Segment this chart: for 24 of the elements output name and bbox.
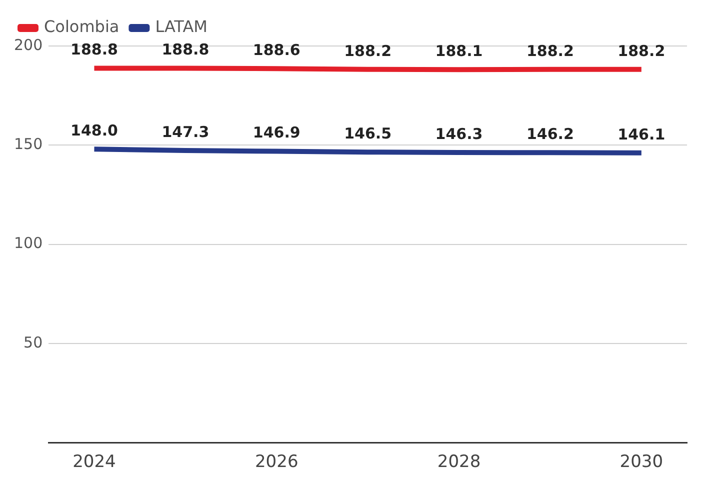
data-label: 188.2 [526, 42, 574, 60]
data-label: 188.6 [252, 40, 300, 59]
data-label: 188.2 [618, 42, 666, 60]
data-label: 188.1 [435, 42, 483, 60]
x-tick-label: 2024 [72, 452, 116, 472]
x-tick-label: 2028 [437, 452, 481, 472]
y-tick-label: 50 [24, 333, 43, 352]
legend-label: LATAM [155, 17, 208, 36]
data-label: 146.1 [618, 125, 666, 144]
y-tick-label: 200 [14, 36, 43, 54]
x-tick-label: 2026 [254, 452, 298, 472]
x-tick-label: 2030 [620, 452, 664, 472]
data-label: 188.8 [70, 40, 118, 59]
data-label: 147.3 [162, 122, 210, 141]
data-label: 146.3 [435, 124, 483, 143]
y-tick-label: 100 [14, 234, 43, 252]
legend-label: Colombia [44, 17, 120, 36]
y-tick-label: 150 [14, 135, 43, 154]
data-label: 146.2 [526, 125, 574, 144]
data-label: 148.0 [70, 122, 118, 140]
data-label: 146.5 [344, 124, 392, 142]
data-label: 188.8 [162, 40, 210, 59]
data-label: 146.9 [252, 124, 300, 142]
data-label: 188.2 [344, 42, 392, 60]
